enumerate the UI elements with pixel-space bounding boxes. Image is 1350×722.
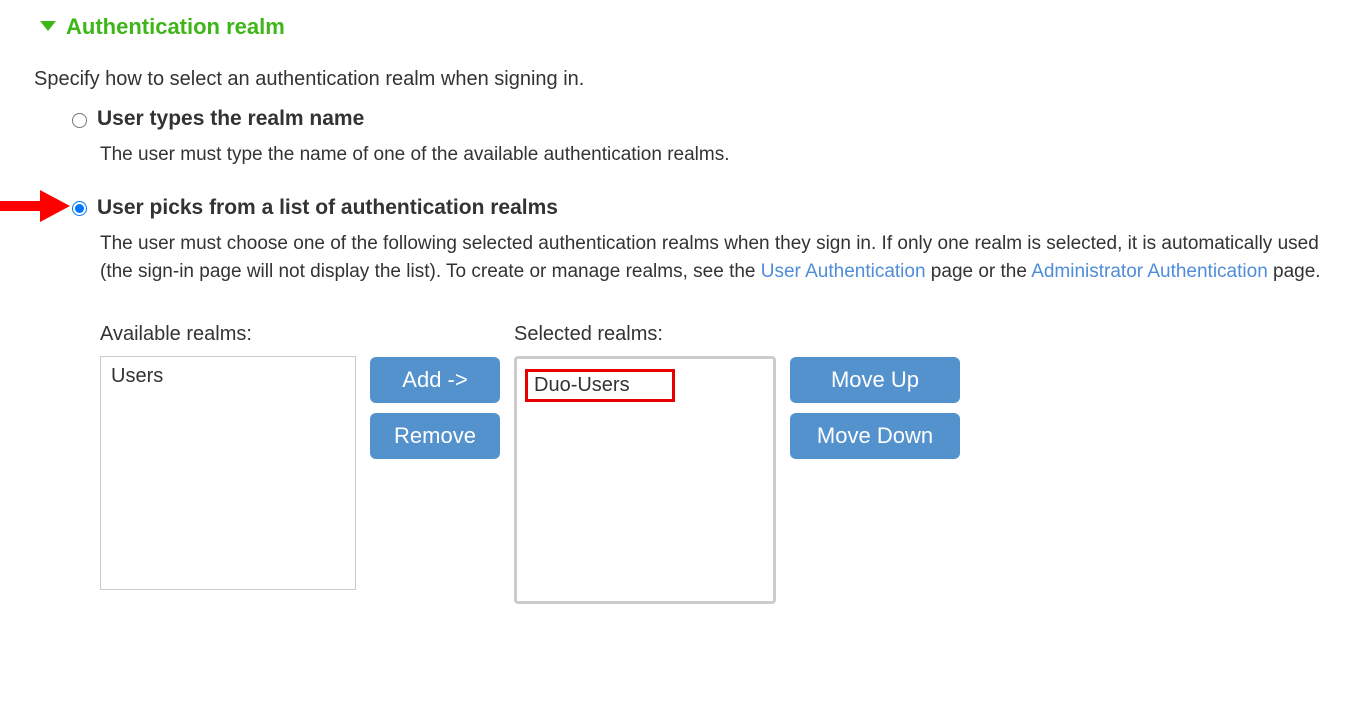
add-button[interactable]: Add -> (370, 357, 500, 403)
list-item[interactable]: Users (107, 363, 349, 390)
move-down-button[interactable]: Move Down (790, 413, 960, 459)
option-desc-user-types: The user must type the name of one of th… (100, 141, 1330, 170)
radio-label-user-picks: User picks from a list of authentication… (97, 196, 558, 220)
section-header-authentication-realm[interactable]: Authentication realm (38, 14, 1350, 40)
option-user-picks-list: User picks from a list of authentication… (72, 196, 1330, 604)
move-up-button[interactable]: Move Up (790, 357, 960, 403)
realms-transfer-area: Available realms: Users Add -> Remove Se… (100, 323, 1330, 604)
section-instruction: Specify how to select an authentication … (34, 68, 1350, 91)
arrow-pointer-icon (0, 188, 70, 229)
selected-realms-listbox[interactable]: Duo-Users (514, 356, 776, 604)
option-desc-user-picks: The user must choose one of the followin… (100, 230, 1330, 287)
available-realms-listbox[interactable]: Users (100, 356, 356, 590)
selected-realms-label: Selected realms: (514, 323, 776, 346)
link-administrator-authentication[interactable]: Administrator Authentication (1031, 261, 1268, 282)
available-realms-label: Available realms: (100, 323, 356, 346)
link-user-authentication[interactable]: User Authentication (761, 261, 926, 282)
remove-button[interactable]: Remove (370, 413, 500, 459)
list-item[interactable]: Duo-Users (525, 369, 675, 402)
section-title: Authentication realm (66, 14, 285, 40)
radio-label-user-types: User types the realm name (97, 107, 364, 131)
option-user-types-realm: User types the realm name The user must … (72, 107, 1330, 170)
desc-mid: page or the (926, 261, 1032, 282)
desc-post: page. (1268, 261, 1321, 282)
chevron-down-icon (38, 18, 58, 36)
radio-user-types[interactable] (72, 113, 87, 128)
radio-user-picks[interactable] (72, 201, 87, 216)
